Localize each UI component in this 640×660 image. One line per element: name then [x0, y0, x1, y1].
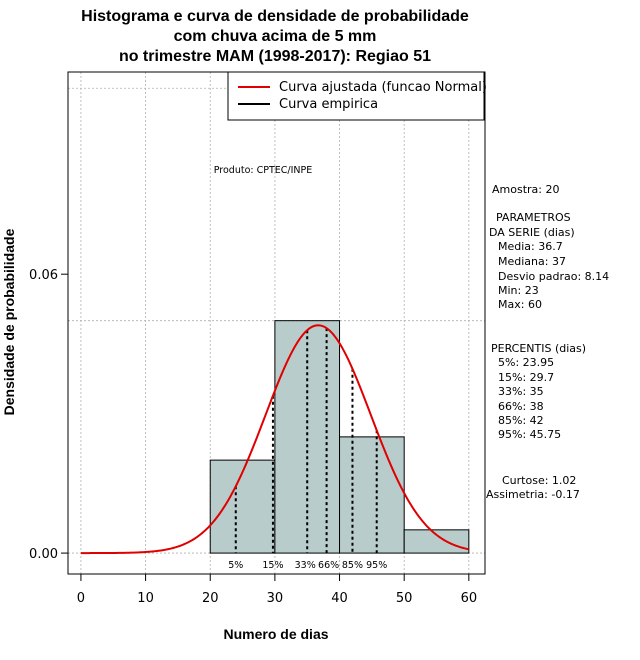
normal-curve-layer: [80, 324, 470, 555]
x-axis-title: Numero de dias: [223, 626, 328, 642]
legend-label-normal: Curva ajustada (funcao Normal): [279, 80, 487, 95]
percentile-label-3: 66%: [318, 560, 339, 571]
skewness: Assimetria: -0.17: [486, 488, 580, 501]
histogram-bars: [209, 320, 470, 554]
params-subtitle: DA SERIE (dias): [489, 226, 575, 239]
percentile-label-0: 5%: [228, 560, 243, 571]
percentile-label-1: 15%: [262, 560, 283, 571]
histogram-bar-1: [274, 320, 341, 554]
y-tick-label-0.00: 0.00: [29, 547, 58, 562]
legend-label-empirical: Curva empirica: [279, 97, 378, 112]
x-tick-label-10: 10: [137, 591, 154, 606]
percentile-label-5: 95%: [366, 560, 387, 571]
percentis-p5: 5%: 23.95: [498, 356, 554, 369]
percentile-label-4: 85%: [342, 560, 363, 571]
legend: Curva ajustada (funcao Normal) Curva emp…: [227, 71, 487, 121]
histogram-bar-3: [403, 529, 470, 554]
y-tick-label-0.06: 0.06: [29, 268, 58, 283]
param-mean: Media: 36.7: [498, 240, 563, 253]
sample-size: Amostra: 20: [492, 183, 559, 196]
legend-box: [227, 71, 485, 121]
product-annotation: Produto: CPTEC/INPE: [214, 165, 313, 176]
param-stdev: Desvio padrao: 8.14: [498, 270, 609, 283]
histogram-bar-2: [339, 436, 405, 554]
x-tick-label-0: 0: [77, 591, 85, 606]
kurtosis: Curtose: 1.02: [502, 474, 576, 487]
percentis-title: PERCENTIS (dias): [491, 342, 586, 355]
x-tick-label-50: 50: [396, 591, 413, 606]
x-tick-label-30: 30: [267, 591, 284, 606]
percentile-label-2: 33%: [295, 560, 316, 571]
chart-title-line-3: no trimestre MAM (1998-2017): Regiao 51: [119, 48, 431, 65]
percentis-p95: 95%: 45.75: [498, 428, 561, 441]
percentile-lines: 5% 15% 33% 66% 85% 95%: [228, 328, 387, 571]
percentis-p85: 85%: 42: [498, 414, 544, 427]
x-tick-label-60: 60: [461, 591, 478, 606]
chart-title-line-2: com chuva acima de 5 mm: [174, 28, 377, 45]
percentis-p33: 33%: 35: [498, 385, 544, 398]
y-axis-title: Densidade de probabilidade: [1, 228, 17, 415]
params-title: PARAMETROS: [496, 211, 571, 224]
chart-title-line-1: Histograma e curva de densidade de proba…: [81, 8, 469, 25]
param-median: Mediana: 37: [498, 255, 566, 268]
x-tick-label-40: 40: [331, 591, 348, 606]
stats-panel: Amostra: 20 PARAMETROS DA SERIE (dias) M…: [486, 183, 609, 501]
param-max: Max: 60: [498, 298, 542, 311]
x-tick-label-20: 20: [202, 591, 219, 606]
param-min: Min: 23: [498, 284, 539, 297]
percentis-p15: 15%: 29.7: [498, 371, 554, 384]
axes: 0 10 20 30 40 50 60 0.00 0.06: [29, 268, 477, 606]
percentis-p66: 66%: 38: [498, 400, 544, 413]
histogram-bar-0: [209, 459, 276, 554]
normal-curve: [80, 324, 470, 555]
